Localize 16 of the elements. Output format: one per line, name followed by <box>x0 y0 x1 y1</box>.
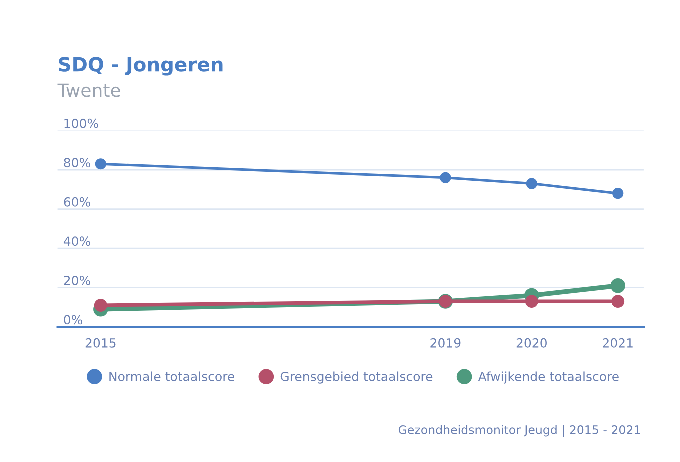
text: Gezondheidsmonitor Jeugd | 2015 - 2021 <box>398 425 640 438</box>
y-tick-label: 40% <box>64 236 90 246</box>
y-tick-label: 60% <box>64 197 90 207</box>
chart-title: SDQ - Jongeren <box>59 57 223 76</box>
y-tick-label: 20% <box>64 276 90 286</box>
x-tick-label: 2015 <box>86 338 116 348</box>
x-tick-label: 2020 <box>516 338 547 348</box>
legend-label: Normale totaalscore <box>110 372 234 382</box>
legend-label: Grensgebied totaalscore <box>280 372 433 384</box>
x-tick-label: 2019 <box>430 338 461 348</box>
y-tick-label: 80% <box>64 158 90 168</box>
y-tick-label: 100% <box>64 118 98 128</box>
x-tick-label: 2021 <box>603 338 633 348</box>
legend-label: Afwijkende totaalscore <box>478 372 619 384</box>
chart-subtitle: Twente <box>58 84 120 98</box>
y-tick-label: 0% <box>64 315 82 325</box>
